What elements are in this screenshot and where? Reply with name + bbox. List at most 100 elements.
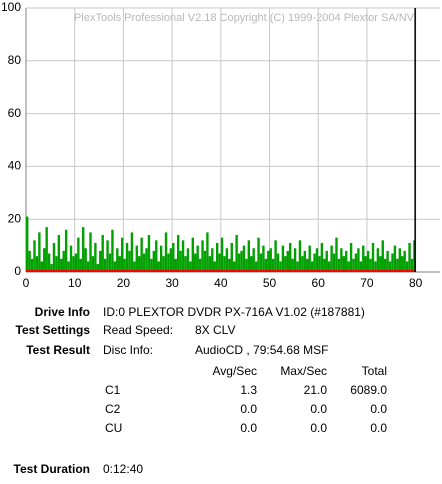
bar: [152, 250, 156, 272]
bar: [362, 245, 365, 272]
bar: [67, 261, 70, 272]
cell: 0.0: [310, 421, 327, 435]
cell: 6089.0: [350, 383, 387, 397]
bar: [184, 256, 187, 272]
cell: 0.0: [310, 402, 327, 416]
bar: [169, 248, 173, 272]
bar: [159, 245, 163, 272]
y-tick-label: 80: [8, 53, 22, 67]
row-label: C1: [105, 383, 121, 397]
bar: [181, 240, 185, 272]
bar: [298, 240, 302, 272]
row-label: CU: [105, 421, 122, 435]
bar: [279, 261, 282, 272]
bar: [366, 250, 370, 272]
bar: [215, 242, 219, 272]
column-header: Total: [362, 364, 387, 378]
bar: [337, 258, 341, 272]
bar: [28, 250, 31, 272]
bar: [82, 227, 85, 272]
bar: [74, 253, 78, 272]
bar: [259, 253, 263, 272]
bar: [242, 245, 246, 272]
bar: [327, 261, 331, 272]
value: ID:0 PLEXTOR DVDR PX-716A V1.02 (#187881…: [103, 305, 365, 319]
bar: [289, 242, 292, 272]
bar: [33, 240, 36, 272]
bar: [43, 248, 46, 272]
bar: [113, 261, 117, 272]
bar: [376, 248, 380, 272]
bar: [374, 261, 377, 272]
bar: [60, 258, 63, 272]
bar: [228, 258, 231, 272]
bar: [145, 248, 148, 272]
x-tick-label: 60: [312, 276, 326, 290]
bar: [237, 253, 241, 272]
bar: [250, 256, 253, 272]
bar: [101, 235, 104, 272]
bar: [55, 256, 58, 272]
bar: [164, 232, 168, 272]
bar: [186, 248, 190, 272]
bar: [408, 242, 411, 272]
bar: [230, 242, 233, 272]
bar: [284, 256, 287, 272]
bar: [218, 253, 221, 272]
bar: [162, 256, 165, 272]
bar: [318, 256, 321, 272]
bar: [347, 261, 350, 272]
bar: [191, 237, 194, 272]
bar: [257, 237, 260, 272]
bar: [30, 258, 34, 272]
bar: [45, 227, 48, 272]
bar: [89, 232, 92, 272]
bar: [310, 261, 314, 272]
column-header: Avg/Sec: [213, 364, 257, 378]
y-tick-label: 20: [8, 211, 22, 225]
label: Read Speed:: [103, 323, 173, 337]
bar: [77, 237, 80, 272]
bar: [281, 245, 285, 272]
bar: [359, 261, 363, 272]
label: Disc Info:: [103, 343, 153, 357]
label: Drive Info: [35, 305, 90, 319]
x-tick-label: 40: [214, 276, 228, 290]
bar: [96, 264, 100, 272]
bar: [35, 256, 39, 272]
bar: [308, 245, 311, 272]
bar: [240, 250, 243, 272]
bar: [245, 258, 248, 272]
bar: [379, 256, 382, 272]
bar: [264, 258, 268, 272]
bar: [157, 261, 160, 272]
bar: [189, 261, 192, 272]
y-tick-label: 0: [14, 264, 21, 278]
bar: [125, 242, 129, 272]
bar: [320, 242, 324, 272]
bar: [254, 261, 258, 272]
bar: [345, 250, 348, 272]
bar: [213, 261, 216, 272]
bar: [138, 256, 141, 272]
bar: [291, 258, 294, 272]
bar: [286, 250, 289, 272]
cell: 0.0: [370, 402, 387, 416]
value: AudioCD , 79:54.68 MSF: [195, 343, 328, 357]
bar: [393, 245, 397, 272]
label: Test Settings: [16, 323, 91, 337]
bar: [383, 258, 387, 272]
bar: [196, 245, 199, 272]
bar: [179, 250, 182, 272]
bar: [91, 256, 95, 272]
bar: [62, 250, 65, 272]
bar: [220, 237, 224, 272]
bar: [330, 245, 333, 272]
bar: [84, 248, 87, 272]
bar: [410, 258, 414, 272]
bar: [403, 250, 406, 272]
bar: [323, 258, 326, 272]
bar: [140, 237, 143, 272]
bar: [340, 248, 343, 272]
